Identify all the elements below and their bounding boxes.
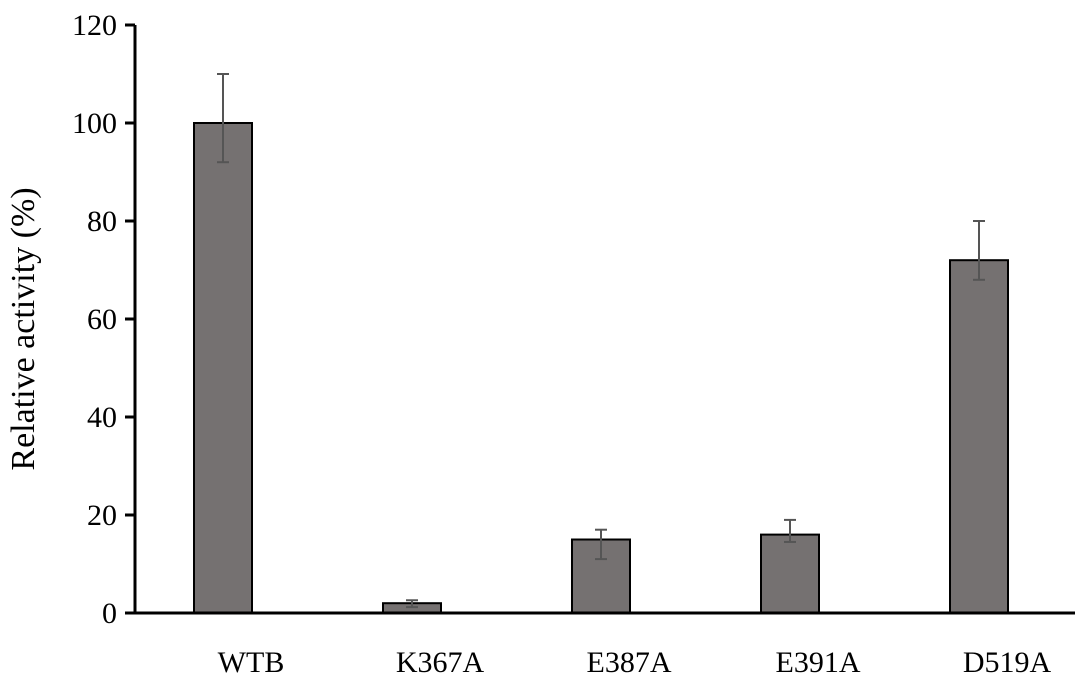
x-tick-label-k367a: K367A <box>396 646 485 676</box>
bar-e387a <box>571 538 631 614</box>
y-axis-title: Relative activity (%) <box>5 187 42 470</box>
x-axis-labels: WTB K367A E387A E391A D519A <box>218 646 1052 676</box>
bar-wtb <box>193 122 253 614</box>
y-tick-label: 100 <box>72 107 117 140</box>
error-bars <box>217 73 985 609</box>
x-tick-label-e387a: E387A <box>587 646 672 676</box>
x-tick-label-wtb: WTB <box>218 646 285 676</box>
y-tick-label: 80 <box>87 205 117 238</box>
y-tick-label: 120 <box>72 9 117 42</box>
y-tick-label: 40 <box>87 401 117 434</box>
x-tick-label-e391a: E391A <box>776 646 861 676</box>
bar-d519a <box>949 259 1009 614</box>
y-tick-label: 20 <box>87 499 117 532</box>
x-tick-label-d519a: D519A <box>963 646 1052 676</box>
y-axis-ticks: 0 20 40 60 80 100 120 <box>72 9 135 630</box>
y-tick-label: 60 <box>87 303 117 336</box>
bar-e391a <box>760 533 820 614</box>
y-tick-label: 0 <box>102 597 117 630</box>
